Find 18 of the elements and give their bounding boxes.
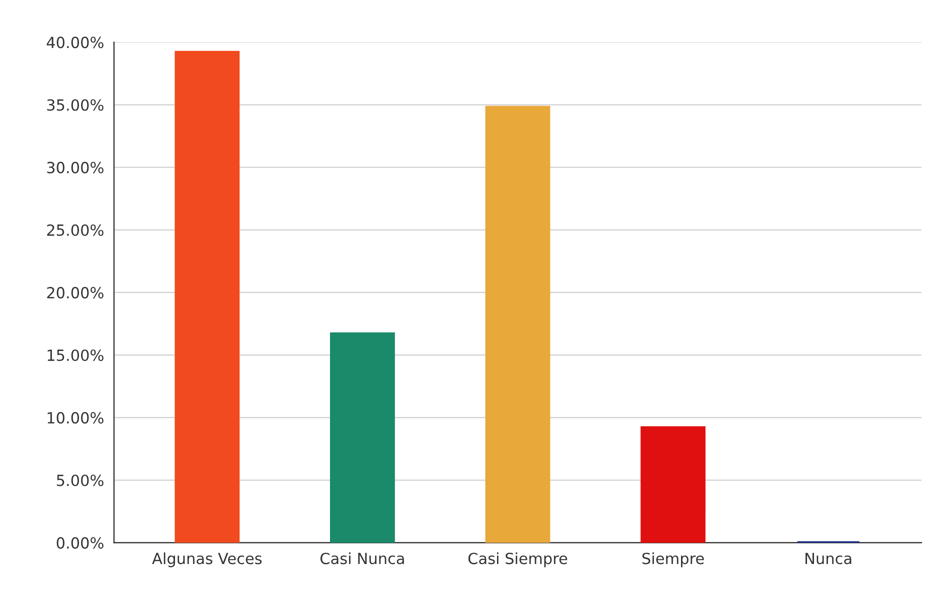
- y-tick-label: 40.00%: [46, 36, 104, 48]
- y-tick-label: 25.00%: [47, 224, 104, 236]
- bar: [174, 50, 240, 543]
- bar: [640, 426, 706, 543]
- y-tick-label: 30.00%: [47, 162, 104, 174]
- bar: [485, 106, 550, 543]
- y-tick-label: 20.00%: [47, 286, 104, 298]
- bar: [330, 332, 395, 543]
- x-tick-label: Algunas Veces: [152, 552, 262, 568]
- x-tick-label: Siempre: [642, 552, 704, 568]
- y-tick-label: 5.00%: [56, 474, 104, 486]
- y-tick-label: 10.00%: [48, 412, 104, 424]
- x-tick-label: Nunca: [806, 552, 852, 564]
- y-tick-label: 15.00%: [48, 349, 104, 362]
- x-tick-label: Casi Siempre: [468, 552, 568, 568]
- y-tick-label: 0.00%: [56, 537, 104, 549]
- x-tick-label: Casi Nunca: [320, 552, 404, 564]
- y-tick-label: 35.00%: [47, 99, 104, 111]
